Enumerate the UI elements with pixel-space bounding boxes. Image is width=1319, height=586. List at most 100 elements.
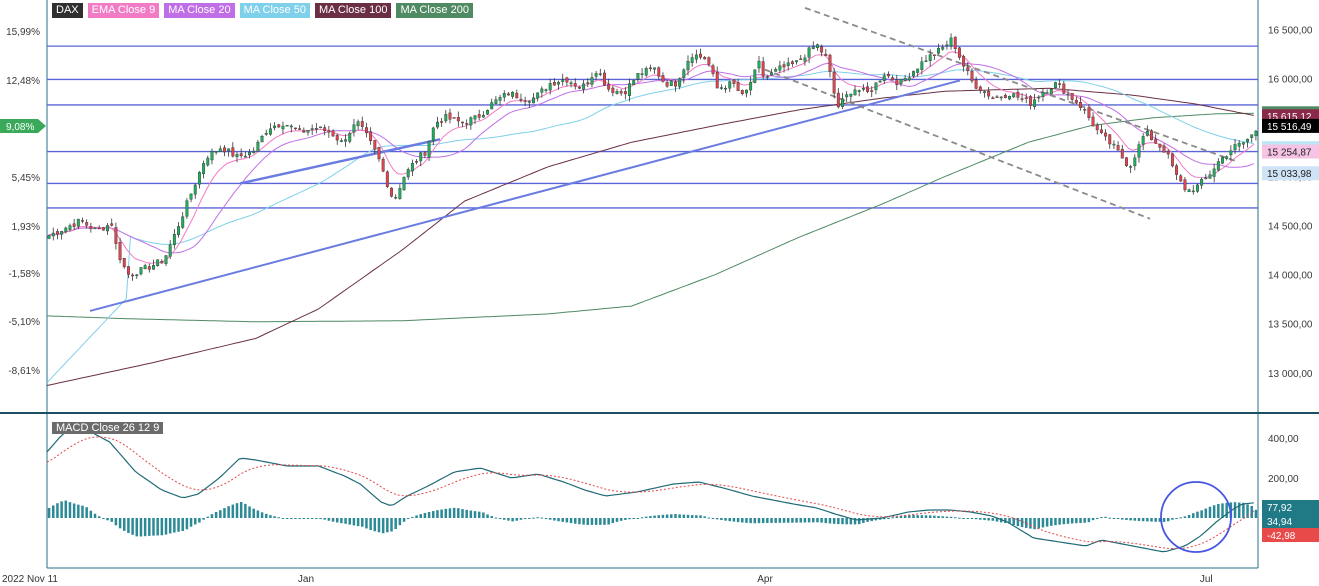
candle-body (874, 82, 878, 91)
macd-histogram-bar (766, 518, 769, 524)
macd-histogram-bar (298, 518, 301, 519)
candle-body (962, 56, 966, 67)
macd-histogram-bar (331, 518, 335, 522)
macd-histogram-bar (937, 516, 940, 518)
candle-body (339, 140, 343, 142)
macd-line (46, 427, 1254, 553)
macd-histogram-bar (795, 518, 798, 523)
macd-histogram-bar (874, 518, 878, 521)
macd-histogram-bar (1162, 518, 1166, 522)
candle-body (899, 79, 903, 84)
candle-body (1033, 99, 1037, 107)
candle-body (1191, 190, 1195, 193)
candle-body (740, 90, 744, 95)
candle-body (260, 136, 264, 143)
candle-body (765, 76, 769, 78)
macd-histogram-bar (114, 518, 118, 526)
candle-body (152, 265, 155, 270)
x-tick-label: 2022 Nov 11 (2, 574, 58, 585)
macd-histogram-bar (419, 514, 422, 518)
candle-body (490, 102, 494, 110)
macd-histogram-bar (302, 518, 306, 519)
macd-histogram-bar (386, 518, 389, 533)
candle-body (974, 79, 978, 89)
macd-histogram-bar (143, 518, 147, 537)
legend-ma20[interactable]: MA Close 20 (164, 3, 235, 18)
candle-body (126, 266, 130, 275)
legend-ma50[interactable]: MA Close 50 (239, 3, 310, 18)
macd-histogram-bar (532, 517, 535, 519)
legend-ema9[interactable]: EMA Close 9 (87, 3, 160, 18)
candle-body (1003, 94, 1007, 98)
legend-symbol[interactable]: DAX (52, 3, 83, 18)
price-tag-background (1262, 118, 1319, 133)
macd-histogram-bar (1154, 518, 1157, 522)
macd-y-tick-label: 200,00 (1268, 474, 1299, 485)
candle-body (828, 54, 832, 72)
candle-body (89, 226, 93, 229)
macd-histogram-bar (891, 517, 894, 519)
macd-histogram-bar (361, 518, 364, 527)
candle-body (1074, 99, 1078, 104)
candle-body (427, 141, 431, 158)
candle-body (465, 123, 469, 125)
candle-body (1116, 145, 1120, 151)
candle-body (527, 101, 531, 103)
candle-body (64, 227, 68, 233)
macd-histogram-bar (81, 505, 84, 518)
candle-body (1170, 153, 1174, 167)
macd-histogram-bar (1125, 518, 1128, 521)
candle-body (473, 115, 477, 120)
candle-body (344, 139, 348, 142)
macd-histogram-bar (962, 518, 965, 519)
macd-histogram-bar (281, 517, 285, 519)
macd-histogram-bar (68, 502, 72, 518)
candle-body (607, 83, 611, 90)
macd-histogram-bar (741, 518, 744, 523)
candle-body (1104, 132, 1108, 137)
macd-histogram-bar (782, 518, 786, 523)
candle-body (131, 274, 135, 277)
macd-histogram-bar (427, 512, 431, 518)
macd-histogram-bar (832, 518, 836, 524)
candle-body (1133, 157, 1137, 167)
candle-body (85, 222, 89, 226)
candle-body (248, 152, 251, 156)
macd-histogram-bar (256, 510, 260, 518)
candle-body (728, 81, 732, 89)
macd-histogram-bar (870, 518, 873, 522)
candle-body (1012, 93, 1016, 98)
macd-legend-label[interactable]: MACD Close 26 12 9 (52, 422, 164, 434)
macd-histogram-bar (1079, 518, 1082, 523)
candle-body (853, 89, 857, 96)
candle-body (419, 152, 423, 162)
macd-histogram-bar (619, 518, 623, 521)
macd-histogram-bar (377, 518, 381, 533)
candle-body (47, 235, 51, 239)
candle-body (1083, 109, 1087, 111)
candle-body (790, 61, 794, 65)
candle-body (481, 114, 485, 118)
macd-histogram-bar (356, 518, 360, 527)
candle-body (1237, 142, 1241, 147)
candle-body (953, 36, 957, 50)
macd-histogram-bar (724, 518, 727, 521)
legend-ma200[interactable]: MA Close 200 (396, 3, 473, 18)
candle-body (298, 128, 302, 130)
macd-histogram-bar (511, 518, 514, 522)
candle-body (168, 244, 172, 257)
macd-histogram-bar (1095, 518, 1099, 519)
candle-body (356, 121, 360, 127)
macd-y-tick-label: 400,00 (1268, 434, 1299, 445)
macd-histogram-bar (285, 518, 289, 519)
candle-body (648, 67, 652, 70)
macd-histogram-bar (995, 518, 999, 522)
macd-histogram-bar (365, 518, 368, 529)
candle-body (110, 223, 114, 226)
signal-line (46, 436, 1255, 550)
legend-ma100[interactable]: MA Close 100 (314, 3, 392, 18)
macd-histogram-bar (607, 518, 610, 525)
candle-body (227, 148, 231, 152)
candle-body (991, 97, 995, 100)
macd-histogram-bar (636, 518, 640, 519)
